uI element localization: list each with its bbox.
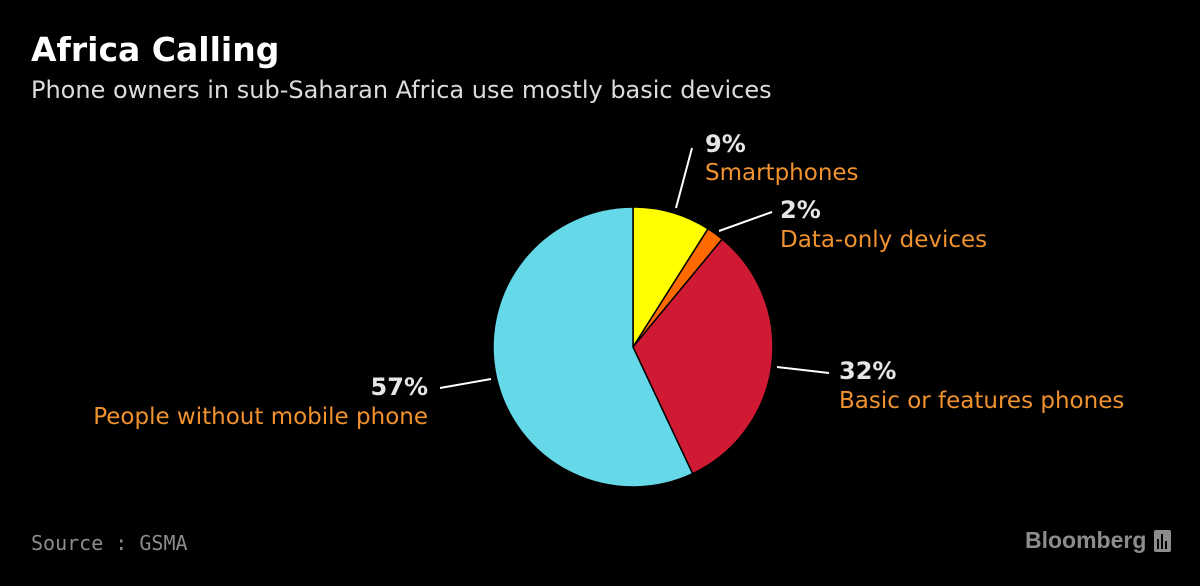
leader-smartphones	[675, 147, 693, 209]
category-label-smartphones: Smartphones	[705, 160, 859, 186]
value-label-data-only: 2%	[780, 196, 821, 224]
source-note: Source : GSMA	[31, 531, 188, 555]
slice-no-phone	[492, 206, 694, 488]
value-label-basic-phones: 32%	[839, 357, 896, 385]
label-basic-phones: 32% Basic or features phones	[839, 357, 1124, 414]
leader-no-phone	[439, 378, 492, 389]
pie-slices	[492, 206, 774, 488]
leader-data-only	[718, 211, 773, 232]
category-label-no-phone: People without mobile phone	[93, 404, 428, 430]
brand-wordmark: Bloomberg	[1025, 527, 1147, 553]
category-label-basic-phones: Basic or features phones	[839, 388, 1124, 414]
slice-smartphones	[632, 206, 709, 348]
leader-lines	[439, 147, 830, 389]
bloomberg-chart-icon	[1154, 529, 1172, 552]
label-smartphones: 9% Smartphones	[705, 130, 859, 186]
brand-logo: Bloomberg	[1025, 527, 1172, 554]
chart-title: Africa Calling	[31, 30, 280, 69]
label-no-phone: 57% People without mobile phone	[93, 373, 428, 430]
value-label-no-phone: 57%	[371, 373, 428, 401]
label-data-only: 2% Data-only devices	[780, 196, 987, 253]
value-label-smartphones: 9%	[705, 130, 746, 158]
category-label-data-only: Data-only devices	[780, 227, 987, 253]
slice-basic-phones	[632, 238, 774, 475]
chart-subtitle: Phone owners in sub-Saharan Africa use m…	[31, 76, 772, 104]
leader-basic-phones	[776, 366, 830, 374]
